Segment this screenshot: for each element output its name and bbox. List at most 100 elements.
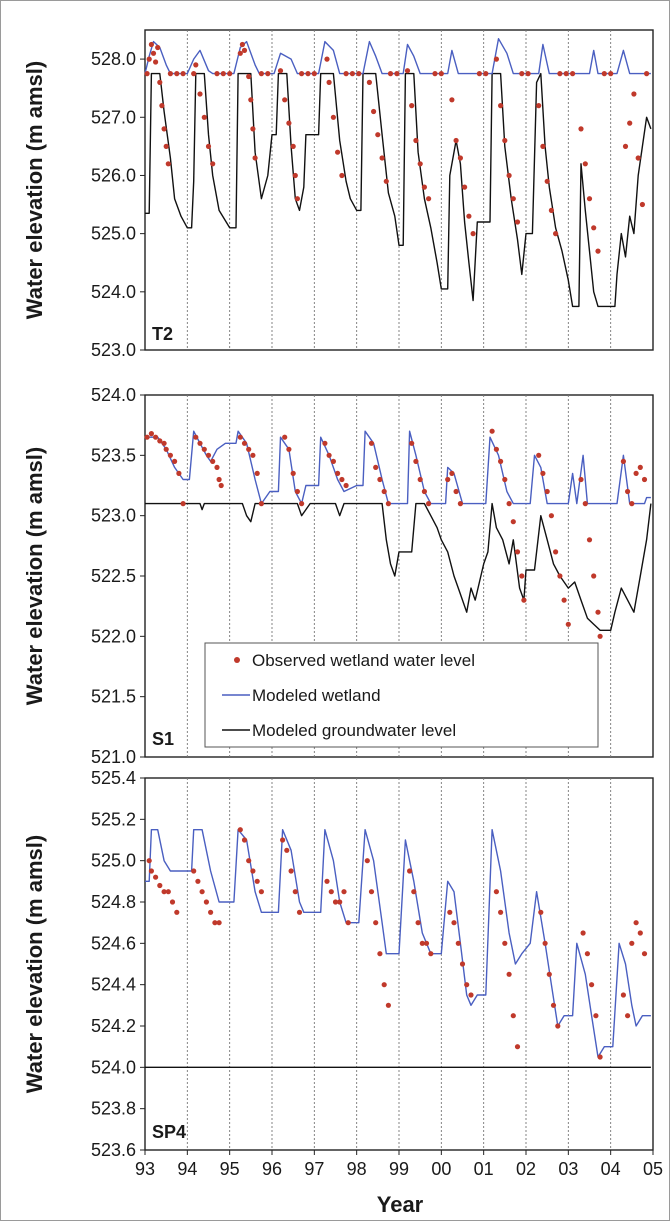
observed-point bbox=[165, 889, 171, 895]
site-label-s1: S1 bbox=[152, 729, 174, 749]
legend-box bbox=[204, 642, 599, 748]
observed-point bbox=[631, 91, 637, 97]
observed-point bbox=[203, 899, 209, 905]
observed-point bbox=[299, 71, 305, 77]
observed-point bbox=[383, 178, 389, 184]
observed-point bbox=[157, 438, 163, 444]
x-tick-label: 02 bbox=[516, 1159, 536, 1179]
x-tick-label: 00 bbox=[431, 1159, 451, 1179]
y-tick-label: 523.6 bbox=[91, 1140, 136, 1160]
observed-point bbox=[445, 476, 451, 483]
observed-point bbox=[343, 482, 349, 489]
observed-point bbox=[280, 837, 286, 843]
observed-point bbox=[633, 470, 639, 476]
y-tick-label: 526.0 bbox=[91, 165, 136, 185]
observed-point bbox=[356, 71, 362, 77]
observed-point bbox=[540, 470, 546, 476]
y-tick-label: 528.0 bbox=[91, 49, 136, 69]
observed-point bbox=[368, 889, 375, 895]
panel-t2: 523.0 524.0 525.0 526.0 527.0 528.0 Water ele… bbox=[22, 29, 654, 360]
panel-sp4: 523.6 523.8 524.0 524.2 524.4 524.6 524.8 525.0… bbox=[22, 768, 654, 1160]
observed-point bbox=[498, 103, 504, 109]
observed-point bbox=[502, 940, 508, 946]
observed-point bbox=[489, 428, 495, 434]
observed-point bbox=[601, 71, 607, 77]
observed-point bbox=[208, 909, 214, 915]
observed-point bbox=[193, 434, 199, 440]
observed-point bbox=[210, 458, 216, 464]
observed-point bbox=[637, 464, 643, 470]
y-tick-label: 521.5 bbox=[91, 687, 136, 707]
observed-point bbox=[205, 143, 212, 149]
observed-point bbox=[349, 71, 355, 77]
observed-point bbox=[337, 899, 343, 905]
observed-point bbox=[368, 440, 375, 446]
observed-point bbox=[394, 71, 400, 77]
observed-point bbox=[294, 196, 300, 202]
x-tick-label: 99 bbox=[389, 1159, 409, 1179]
observed-point bbox=[493, 446, 499, 452]
observed-point bbox=[150, 50, 157, 56]
observed-point bbox=[510, 1013, 516, 1019]
observed-point bbox=[246, 858, 252, 864]
observed-point bbox=[220, 71, 226, 77]
observed-point bbox=[426, 196, 432, 202]
observed-point bbox=[553, 549, 559, 555]
observed-point bbox=[514, 219, 521, 225]
legend-label-wetland: Modeled wetland bbox=[252, 686, 381, 705]
observed-point bbox=[597, 1054, 603, 1060]
observed-point bbox=[290, 470, 296, 476]
modeled-wetland-line bbox=[144, 38, 651, 75]
observed-point bbox=[468, 992, 474, 998]
observed-point bbox=[620, 458, 627, 464]
y-tick-label: 524.0 bbox=[91, 1057, 136, 1077]
observed-point bbox=[415, 920, 421, 926]
observed-point bbox=[514, 549, 521, 555]
observed-point bbox=[241, 440, 248, 446]
observed-point bbox=[148, 868, 154, 874]
observed-point bbox=[218, 482, 224, 489]
y-tick-label: 524.0 bbox=[91, 385, 136, 405]
observed-point bbox=[608, 71, 614, 77]
observed-point bbox=[180, 71, 186, 77]
observed-point bbox=[561, 597, 567, 603]
observed-point bbox=[377, 476, 383, 483]
legend-label-observed: Observed wetland water level bbox=[252, 651, 475, 670]
x-axis: 93 94 95 96 97 98 99 00 01 02 03 04 05 bbox=[135, 1150, 663, 1179]
series-lines bbox=[145, 430, 652, 631]
observed-point bbox=[282, 434, 288, 440]
observed-point bbox=[548, 207, 555, 213]
observed-point bbox=[627, 120, 633, 126]
observed-point bbox=[502, 476, 508, 483]
observed-point bbox=[167, 71, 173, 77]
observed-point bbox=[381, 982, 387, 988]
x-tick-label: 94 bbox=[177, 1159, 197, 1179]
observed-point bbox=[153, 434, 159, 440]
observed-point bbox=[586, 537, 593, 543]
observed-point bbox=[324, 878, 330, 884]
observed-point bbox=[457, 501, 463, 507]
observed-point bbox=[622, 143, 629, 149]
observed-point bbox=[557, 573, 563, 579]
observed-point bbox=[502, 137, 508, 144]
observed-point bbox=[296, 909, 303, 915]
observed-point bbox=[641, 476, 648, 483]
observed-point bbox=[250, 452, 256, 458]
observed-point bbox=[453, 488, 459, 495]
observed-point bbox=[580, 930, 586, 936]
observed-point bbox=[227, 71, 233, 77]
observed-point bbox=[595, 248, 601, 254]
series-lines bbox=[144, 38, 652, 308]
observed-point bbox=[546, 971, 552, 977]
observed-point bbox=[341, 889, 347, 895]
observed-point bbox=[258, 889, 264, 895]
observed-point bbox=[413, 458, 419, 464]
y-tick-label: 522.0 bbox=[91, 626, 136, 646]
observed-point bbox=[305, 71, 311, 77]
x-tick-label: 93 bbox=[135, 1159, 155, 1179]
y-tick-label: 524.6 bbox=[91, 933, 136, 953]
observed-point bbox=[322, 440, 328, 446]
observed-point bbox=[423, 940, 430, 946]
observed-point bbox=[201, 446, 207, 452]
site-label-t2: T2 bbox=[152, 324, 173, 344]
